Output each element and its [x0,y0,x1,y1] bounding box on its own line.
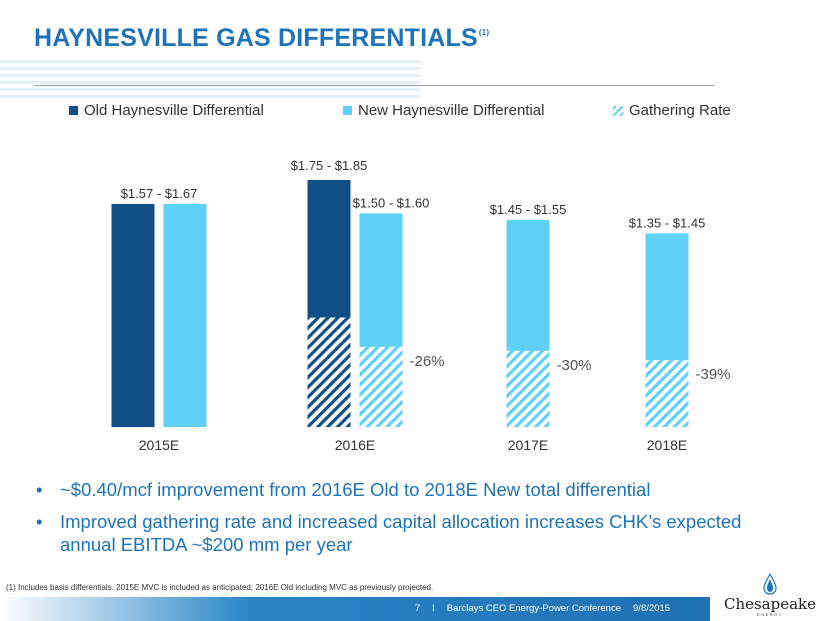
chesapeake-logo: Chesapeake ENERGY [720,573,820,617]
legend-old: Old Haynesville Differential [69,102,264,119]
legend-new: New Haynesville Differential [343,102,544,119]
title-footnote-marker: (1) [478,28,490,37]
footer-date: 9/8/2015 [633,603,670,614]
bar-new-gathering-2018E [645,360,689,427]
logo-drop-icon [763,573,777,595]
bullet-item: • ~$0.40/mcf improvement from 2016E Old … [36,478,796,501]
legend-gathering: Gathering Rate [613,102,731,119]
legend-gathering-swatch [613,105,623,116]
legend-gathering-label: Gathering Rate [629,102,731,119]
logo-name: Chesapeake [723,595,817,613]
bullet-item: • Improved gathering rate and increased … [36,510,796,556]
legend-new-swatch [343,106,352,115]
footer-separator: I [432,603,435,614]
bar-old-2015E [111,204,155,427]
title-shadow-decoration [0,60,420,98]
bar-new-gathering-2017E [506,350,550,427]
bullet-marker: • [36,479,43,500]
bar-new-gathering-2016E [359,346,403,427]
bar-chart: $1.57 - $1.67 2015E $1.75 - $1.85 $1.50 - $… [111,158,731,453]
title-text: HAYNESVILLE GAS DIFFERENTIALS [34,24,478,52]
data-label-new-2018E: $1.35 - $1.45 [629,215,706,230]
data-label-new-2017E: $1.45 - $1.55 [490,202,567,217]
x-tick-2015E: 2015E [139,437,179,453]
bars-layer [111,180,689,427]
logo-subtitle: ENERGY [757,612,783,617]
change-label-2016E: -26% [410,353,445,370]
footnote: (1) Includes basis differentials. 2015E … [6,583,434,592]
footer-conference: Barclays CEO Energy-Power Conference [446,603,622,614]
data-label-old-2016E: $1.75 - $1.85 [291,158,368,173]
bullet-text: ~$0.40/mcf improvement from 2016E Old to… [60,479,651,500]
x-tick-2018E: 2018E [647,437,687,453]
title-divider [34,85,714,86]
page-title: HAYNESVILLE GAS DIFFERENTIALS(1) [34,24,489,53]
bar-new-2017E [506,220,550,351]
labels-layer: $1.57 - $1.67 2015E $1.75 - $1.85 $1.50 - $… [121,158,731,453]
footer-text: 7 I Barclays CEO Energy-Power Conference 9/… [403,603,670,614]
bullet-marker: • [36,511,43,532]
data-label-new-2016E: $1.50 - $1.60 [353,195,430,210]
bar-old-2016E [307,180,351,318]
data-label-2015E: $1.57 - $1.67 [121,186,198,201]
bar-new-2018E [645,233,689,361]
bullet-text: Improved gathering rate and increased ca… [60,511,742,555]
x-tick-2016E: 2016E [335,437,375,453]
bar-new-2015E [163,204,207,427]
change-label-2018E: -39% [696,366,731,383]
x-tick-2017E: 2017E [508,437,548,453]
legend-old-label: Old Haynesville Differential [84,102,264,119]
bullet-list: • ~$0.40/mcf improvement from 2016E Old … [36,478,796,565]
change-label-2017E: -30% [557,357,592,374]
legend-old-swatch [69,106,78,115]
legend-new-label: New Haynesville Differential [358,102,545,119]
footer-bar: 7 I Barclays CEO Energy-Power Conference 9/… [0,597,710,621]
bar-new-2016E [359,213,403,347]
footer-page-number: 7 [414,603,421,614]
bar-old-gathering-2016E [307,317,351,427]
